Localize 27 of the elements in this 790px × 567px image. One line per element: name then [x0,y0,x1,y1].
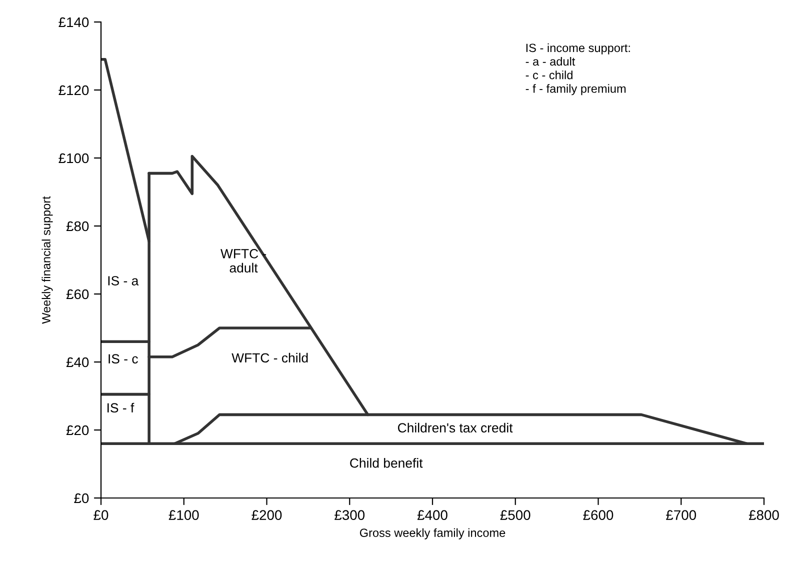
y-tick-label: £100 [58,153,89,164]
annotation: WFTC - child [232,352,308,363]
y-tick-label: £80 [66,221,89,232]
annotation: IS - income support: - a - adult - c - child - f - family premium [526,43,630,96]
x-tick-label: £500 [500,510,530,520]
annotation: WFTC - adult [220,248,266,273]
x-tick-label: £200 [252,510,282,520]
y-axis-title: Weekly financial support [42,196,53,324]
x-axis-title: Gross weekly family income [360,528,506,540]
y-tick-label: £20 [66,425,89,436]
x-tick-label: £700 [666,510,696,520]
y-tick-label: £120 [58,85,89,96]
y-tick-label: £40 [66,357,89,368]
y-tick-label: £0 [74,493,89,504]
x-tick-label: £100 [168,510,199,520]
y-tick-label: £140 [58,17,89,28]
annotation: IS - a [108,276,139,286]
x-tick-label: £600 [583,510,614,520]
annotation: Child benefit [350,458,423,468]
annotation: IS - c [108,354,138,364]
annotation: IS - f [108,402,134,413]
x-tick-label: £300 [334,510,365,520]
x-tick-label: £0 [94,510,108,520]
y-tick-label: £60 [66,289,89,300]
x-tick-label: £800 [748,510,779,520]
annotation: Children's tax credit [398,422,513,433]
x-tick-label: £400 [417,510,448,520]
